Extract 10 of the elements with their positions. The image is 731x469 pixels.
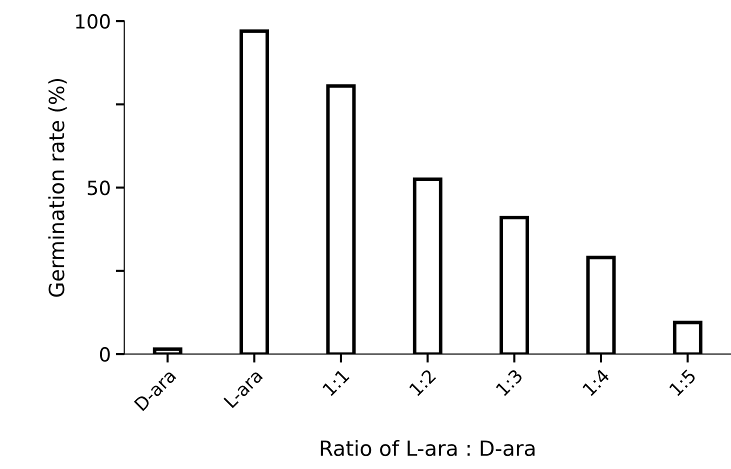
x-tick-label: 1:2 <box>408 368 436 396</box>
y-tick-label: 100 <box>76 14 110 29</box>
x-axis-title: Ratio of L-ara : D-ara <box>320 440 535 456</box>
x-tick-label: 1:1 <box>322 368 350 396</box>
x-tick-label: 1:3 <box>495 368 524 396</box>
y-tick-label: 0 <box>100 347 110 362</box>
y-tick-label: 50 <box>88 180 110 196</box>
x-tick-label: 1:4 <box>582 368 610 396</box>
y-axis-title: Germination rate (%) <box>48 79 67 297</box>
x-tick-label: 1:5 <box>668 368 696 396</box>
